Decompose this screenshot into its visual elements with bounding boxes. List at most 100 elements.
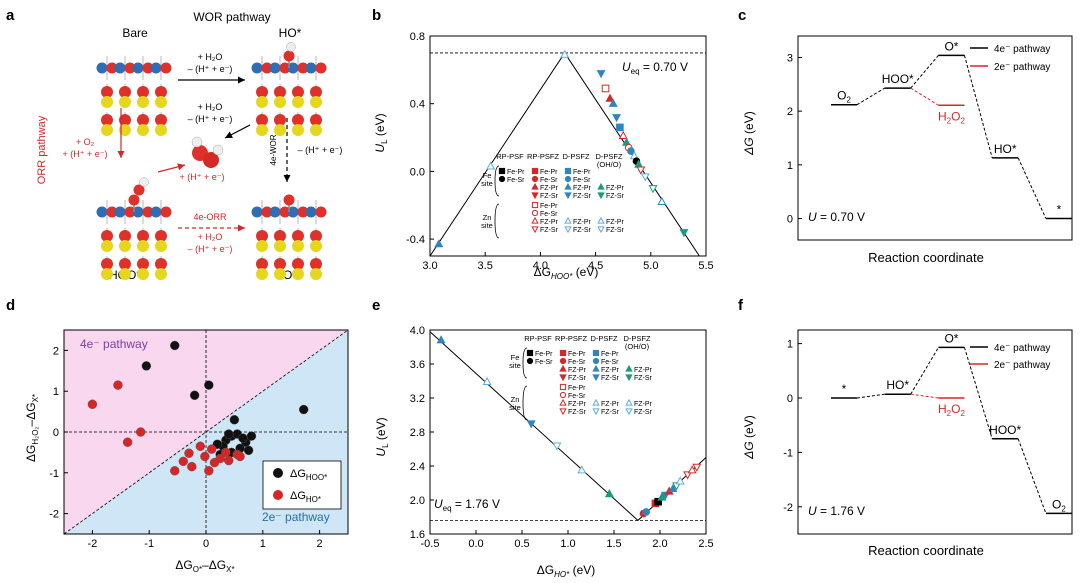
y-tick-label-f: 0 — [787, 393, 793, 405]
trend-line-e — [429, 331, 707, 522]
energy-connector-f — [910, 347, 939, 395]
legend-entry-e: FZ-Sr — [601, 375, 620, 382]
atom-sr — [119, 96, 131, 108]
panel-label-e: e — [372, 297, 380, 314]
atom-o — [261, 206, 273, 218]
x-tick-label-d: 2 — [317, 538, 323, 550]
panel-label-d: d — [6, 297, 15, 314]
legend-swatch-ho-d — [273, 490, 283, 500]
data-point-b — [486, 161, 496, 170]
legend-entry-e: FZ-Pr — [568, 401, 587, 408]
atom-sr — [101, 124, 113, 136]
legend-marker-e — [526, 349, 534, 357]
atom-sr — [101, 96, 113, 108]
atom-o — [137, 86, 149, 98]
wor-remove-proton: – (H⁺ + e⁻) — [298, 145, 343, 155]
axis-frame-c — [797, 35, 1073, 241]
legend-marker-e — [559, 364, 567, 372]
x-tick-label-e: 1.5 — [606, 538, 621, 550]
x-axis-label-c: Reaction coordinate — [868, 250, 984, 265]
atom-o — [101, 230, 113, 242]
energy-level-label-c: O2 — [837, 89, 851, 105]
legend-marker-b — [531, 226, 539, 234]
legend-label-hoo-d: ΔGHOO* — [290, 468, 327, 482]
y-axis-label-c: ΔG (eV) — [742, 111, 756, 155]
legend-entry-e: FZ-Sr — [568, 375, 587, 382]
legend-marker-e — [559, 374, 567, 382]
legend-label-2e-c: 2e⁻ pathway — [994, 62, 1050, 73]
atom-fe — [96, 62, 108, 74]
atom-sr — [155, 96, 167, 108]
y-axis-label-e: UL (eV) — [374, 417, 390, 456]
legend-marker-e — [559, 349, 567, 357]
x-tick-label-e: 2.0 — [652, 538, 667, 550]
atom-o — [256, 114, 268, 126]
x-axis-label-b: ΔGHOO* (eV) — [534, 265, 599, 281]
energy-level-label-c: * — [1057, 203, 1062, 217]
legend-b: RP-PSF RP-PSFZ D-PSFZ D-PSFZ(OH/O)FesiteZns… — [481, 152, 625, 239]
legend-entry-b: Fe-Pr — [507, 169, 525, 176]
atom-o — [160, 62, 172, 74]
axis-frame-f — [797, 329, 1073, 535]
y-tick-label-e: 3.2 — [410, 393, 425, 405]
data-point-d-HOO — [189, 390, 200, 400]
y-tick-label-c: 1 — [787, 160, 793, 172]
legend-marker-b — [531, 175, 539, 183]
atom-sr — [292, 240, 304, 252]
label-orr-pathway: ORR pathway — [36, 115, 48, 184]
adsorbate-h — [286, 42, 296, 52]
adsorbate-o — [283, 50, 295, 62]
h2o2-molecule — [191, 136, 224, 168]
legend-marker-b — [531, 209, 539, 217]
atom-fe — [114, 62, 126, 74]
legend-entry-b: FZ-Pr — [606, 219, 625, 226]
legend-marker-b — [597, 226, 605, 234]
atom-sr — [137, 96, 149, 108]
legend-d: ΔGHOO* ΔGHO* — [262, 460, 342, 510]
data-point-d-HO — [178, 456, 188, 467]
atom-sr — [292, 96, 304, 108]
legend-zn-site-e: site — [509, 403, 521, 412]
legend-e: RP-PSF RP-PSFZ D-PSFZ D-PSFZ(OH/O)FesiteZns… — [509, 334, 653, 421]
data-point-d-HO — [184, 448, 194, 458]
data-point-d-HOO — [246, 431, 257, 441]
legend-col-header-b: RP-PSFZ — [527, 152, 560, 161]
adsorbate-h — [139, 177, 149, 187]
legend-marker-b — [564, 182, 572, 190]
atom-fe — [269, 62, 281, 74]
atom-fe — [132, 62, 144, 74]
data-point-d-HO — [187, 461, 197, 472]
atom-o — [142, 206, 154, 218]
atom-sr — [274, 268, 286, 280]
atom-o — [119, 86, 131, 98]
legend-entry-b: Fe-Pr — [540, 169, 558, 176]
data-point-b — [560, 49, 570, 58]
y-tick-label-c: 2 — [787, 106, 793, 118]
step2-remove-proton: – (H⁺ + e⁻) — [188, 114, 233, 124]
energy-level-label-f: * — [842, 382, 847, 396]
legend-entry-b: FZ-Sr — [606, 193, 625, 200]
y-tick-label-d: 0 — [53, 427, 59, 439]
atom-fe — [251, 62, 263, 74]
x-tick-label-e: 0.0 — [468, 538, 483, 550]
atom-sr — [137, 240, 149, 252]
data-point-d-HOO — [224, 429, 234, 439]
y-tick-label-e: 2.8 — [410, 427, 425, 439]
x-tick-label-d: -1 — [144, 538, 154, 550]
annotation-ueq-b: Ueq = 0.70 V — [622, 60, 688, 76]
energy-connector-f — [1017, 438, 1047, 514]
diagonal-line-d — [63, 329, 349, 535]
energy-level-label-f: O2 — [1052, 497, 1066, 513]
panel-label-c: c — [738, 7, 746, 24]
legend-entry-b: FZ-Pr — [573, 219, 592, 226]
atom-o — [274, 258, 286, 270]
atom-sr — [101, 268, 113, 280]
atom-o — [315, 62, 327, 74]
step1-remove-proton: – (H⁺ + e⁻) — [188, 64, 233, 74]
arrow-hoo-to-h2o2 — [157, 163, 186, 173]
slab-bare — [96, 56, 172, 136]
legend-swatch-hoo-d — [273, 468, 283, 478]
legend-entry-b: Fe-Sr — [573, 177, 591, 184]
x-tick-label-b: 5.0 — [643, 260, 658, 272]
orr-add-proton: + (H⁺ + e⁻) — [62, 149, 107, 159]
